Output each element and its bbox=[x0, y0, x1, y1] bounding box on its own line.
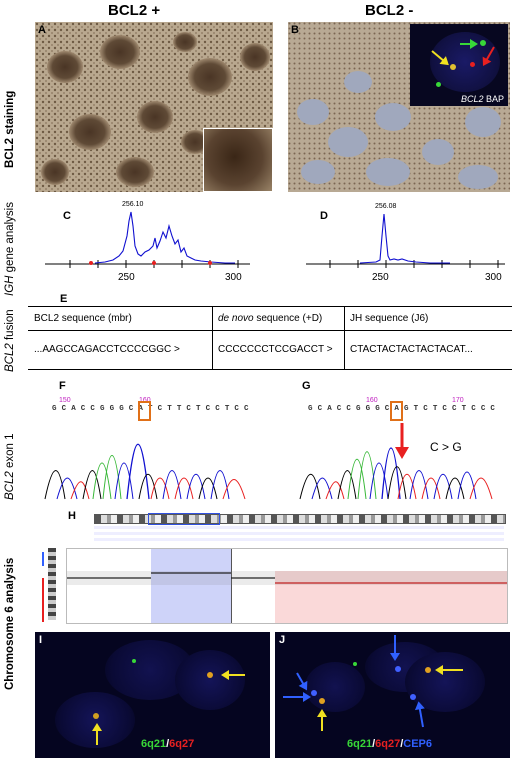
blue-arrow-2 bbox=[296, 672, 307, 690]
yellow-arrow-2 bbox=[321, 711, 323, 731]
fusion-value-bcl2: ...AAGCCAGACCTCCCCGGC > bbox=[34, 344, 180, 355]
panel-b-fish-inset: BCL2 BAP bbox=[410, 24, 508, 106]
fusion-table-divider-1 bbox=[212, 306, 213, 370]
panel-j-legend: 6q21/6q27/CEP6 bbox=[347, 738, 433, 750]
red-signal bbox=[470, 62, 475, 67]
blue-arrow-1 bbox=[394, 635, 396, 659]
panel-d-peak-label: 256.08 bbox=[375, 203, 397, 210]
panel-c-tick-300: 300 bbox=[225, 272, 242, 283]
panel-g-pos-160: 160 bbox=[366, 397, 378, 404]
row-label-bcl2-staining: BCL2 staining bbox=[4, 90, 16, 168]
panel-j-label: J bbox=[279, 634, 286, 646]
panel-a-label: A bbox=[38, 24, 46, 36]
panel-f-trace bbox=[44, 443, 246, 500]
fusion-signal-2 bbox=[93, 713, 99, 719]
gain-indicator bbox=[42, 552, 44, 566]
panel-d-label: D bbox=[320, 210, 328, 222]
fusion-header-bcl2: BCL2 sequence (mbr) bbox=[34, 313, 132, 324]
ideogram bbox=[94, 514, 506, 524]
row-label-chromosome-6: Chromosome 6 analysis bbox=[4, 557, 16, 690]
panel-j-fish: J 6q21/6q27/CEP6 bbox=[275, 632, 510, 758]
panel-g-chromatogram: G 150 160 170 G C A C C G G G C A G T C … bbox=[290, 376, 515, 501]
panel-c-tick-250: 250 bbox=[118, 272, 135, 283]
header-bcl2-positive: BCL2 + bbox=[108, 2, 161, 19]
panel-f-pos-160: 160 bbox=[139, 397, 151, 404]
mutation-arrow-head bbox=[395, 447, 409, 459]
yellow-arrow-2 bbox=[96, 725, 98, 745]
panel-g-highlight-box bbox=[390, 401, 403, 421]
nucleus-2 bbox=[175, 650, 245, 710]
panel-g-label: G bbox=[302, 380, 311, 392]
fusion-signal bbox=[207, 672, 213, 678]
loss-indicator bbox=[42, 578, 44, 622]
panel-h-chromosome-plot: H bbox=[28, 508, 512, 628]
gene-tracks bbox=[94, 526, 504, 544]
green-signal bbox=[132, 659, 136, 663]
yellow-arrow-1 bbox=[437, 669, 463, 671]
fusion-table-top-rule bbox=[28, 306, 512, 307]
panel-i-fish: I 6q21/6q27 bbox=[35, 632, 270, 758]
nucleus-1 bbox=[305, 662, 365, 712]
panel-g-trace bbox=[299, 423, 493, 500]
fusion-signal-2 bbox=[319, 698, 325, 704]
fusion-signal bbox=[450, 64, 456, 70]
panel-f-highlight-box bbox=[138, 401, 151, 421]
fusion-table-bottom-rule bbox=[28, 369, 512, 370]
blue-arrow-4 bbox=[417, 703, 424, 728]
blue-signal-2 bbox=[410, 694, 416, 700]
green-signal bbox=[353, 662, 357, 666]
panel-f-label: F bbox=[59, 380, 66, 392]
panel-a-inset-zoom bbox=[203, 128, 273, 192]
gain-region bbox=[151, 549, 231, 623]
blue-signal bbox=[395, 666, 401, 672]
row-label-igh-gene-analysis: IGH gene analysis bbox=[4, 202, 16, 296]
fusion-header-jh: JH sequence (J6) bbox=[350, 313, 429, 324]
panel-a-histology: A bbox=[35, 22, 273, 192]
fusion-table-divider-2 bbox=[344, 306, 345, 370]
panel-i-legend: 6q21/6q27 bbox=[141, 738, 195, 750]
mini-ideogram bbox=[48, 548, 56, 620]
panel-d-igh-electropherogram: D 256.08 250 300 bbox=[300, 196, 515, 292]
yellow-arrow-1 bbox=[223, 674, 245, 676]
panel-d-tick-250: 250 bbox=[372, 272, 389, 283]
panel-h-label: H bbox=[68, 510, 76, 522]
fusion-signal bbox=[425, 667, 431, 673]
panel-c-trace bbox=[45, 211, 250, 268]
log-ratio-points bbox=[67, 571, 507, 585]
fusion-table: BCL2 sequence (mbr) de novo sequence (+D… bbox=[28, 306, 512, 370]
blue-arrow-3 bbox=[283, 692, 311, 702]
ideogram-selection bbox=[148, 513, 220, 525]
panel-c-peak-label: 256.10 bbox=[122, 201, 144, 208]
panel-f-pos-150: 150 bbox=[59, 397, 71, 404]
green-arrow bbox=[460, 39, 478, 49]
panel-a-tissue-texture bbox=[35, 22, 273, 192]
panel-c-label: C bbox=[63, 210, 71, 222]
nucleus-3 bbox=[55, 692, 135, 748]
fusion-table-mid-rule bbox=[28, 330, 512, 331]
panel-d-trace bbox=[306, 213, 505, 268]
green-signal bbox=[480, 40, 486, 46]
header-bcl2-negative: BCL2 - bbox=[365, 2, 414, 19]
panel-f-chromatogram: F 150 160 G C A C C G G G C A T C T T C … bbox=[35, 376, 265, 501]
fusion-header-denovo: de novo sequence (+D) bbox=[218, 313, 323, 324]
panel-g-pos-170: 170 bbox=[452, 397, 464, 404]
panel-b-histology: B BCL2 BAP bbox=[288, 22, 510, 192]
fusion-value-denovo: CCCCCCCTCCGACCT > bbox=[218, 344, 333, 355]
log-ratio-plot bbox=[66, 548, 508, 624]
panel-e-label: E bbox=[60, 293, 68, 305]
panel-i-label: I bbox=[39, 634, 43, 646]
fusion-value-jh: CTACTACTACTACTACAT... bbox=[350, 344, 473, 355]
row-label-bcl2-exon1: BCL2 exon 1 bbox=[4, 433, 16, 500]
panel-g-mutation-label: C > G bbox=[430, 440, 462, 454]
blue-signal-3 bbox=[311, 690, 317, 696]
panel-d-tick-300: 300 bbox=[485, 272, 502, 283]
centromere-line bbox=[231, 549, 232, 623]
panel-b-label: B bbox=[291, 24, 299, 36]
loss-region bbox=[275, 571, 507, 623]
row-label-bcl2-fusion: BCL2 fusion bbox=[4, 309, 16, 372]
panel-c-igh-electropherogram: C 256.10 250 300 bbox=[35, 196, 275, 292]
green-signal-2 bbox=[436, 82, 441, 87]
bap-probe-label: BCL2 BAP bbox=[460, 94, 504, 104]
